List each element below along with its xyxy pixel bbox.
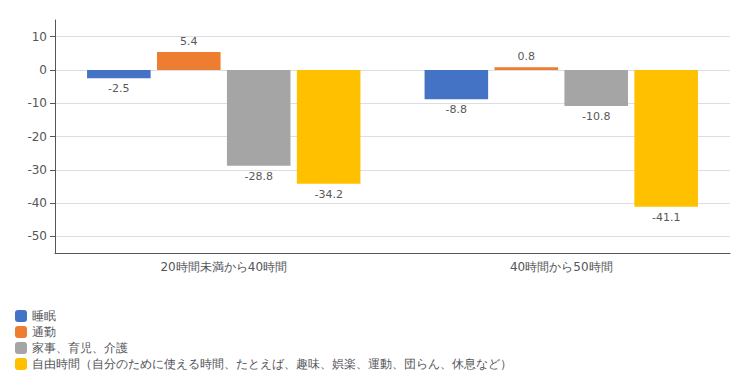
svg-text:-28.8: -28.8 <box>244 170 272 183</box>
svg-text:-50: -50 <box>27 229 47 243</box>
svg-text:5.4: 5.4 <box>180 35 198 48</box>
svg-text:10: 10 <box>32 30 47 44</box>
svg-text:睡眠: 睡眠 <box>32 309 56 323</box>
svg-text:家事、育児、介護: 家事、育児、介護 <box>32 341 128 355</box>
svg-text:-8.8: -8.8 <box>446 103 467 116</box>
svg-text:20時間未満から40時間: 20時間未満から40時間 <box>160 260 287 274</box>
svg-text:自由時間（自分のために使える時間、たとえば、趣味、娯楽、運動: 自由時間（自分のために使える時間、たとえば、趣味、娯楽、運動、団らん、休息など） <box>32 357 512 371</box>
svg-text:-41.1: -41.1 <box>652 211 680 224</box>
svg-text:-10: -10 <box>27 96 47 110</box>
svg-text:0.8: 0.8 <box>518 50 536 63</box>
svg-text:-30: -30 <box>27 163 47 177</box>
svg-text:-2.5: -2.5 <box>108 82 129 95</box>
svg-text:40時間から50時間: 40時間から50時間 <box>510 260 613 274</box>
svg-text:通勤: 通勤 <box>32 325 56 339</box>
svg-text:-34.2: -34.2 <box>314 188 342 201</box>
svg-text:0: 0 <box>39 63 47 77</box>
svg-text:-40: -40 <box>27 196 47 210</box>
svg-text:-20: -20 <box>27 130 47 144</box>
svg-text:-10.8: -10.8 <box>582 110 610 123</box>
